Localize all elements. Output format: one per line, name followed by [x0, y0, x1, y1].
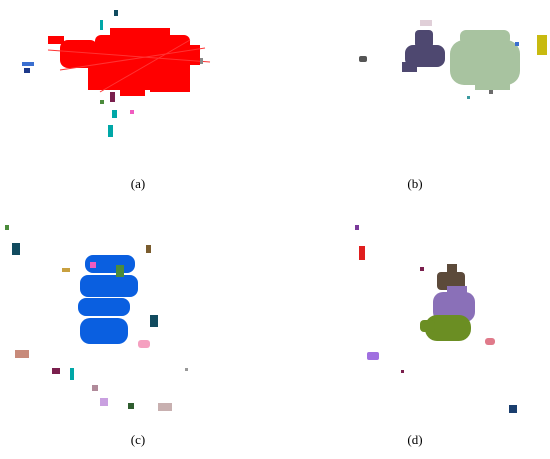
- panel-a: (a): [0, 0, 275, 200]
- caption-d: (d): [407, 432, 423, 447]
- caption-c: (c): [130, 432, 146, 447]
- panel-a-small-segments: [22, 10, 203, 137]
- panel-a-image: [22, 10, 211, 137]
- panel-c-image: [5, 225, 188, 411]
- panel-b: (b): [275, 0, 550, 200]
- panel-c: (c): [0, 200, 275, 459]
- caption-b: (b): [407, 176, 423, 191]
- caption-a: (a): [130, 176, 146, 191]
- panel-d-image: [355, 225, 517, 413]
- panel-c-small-segments: [5, 225, 188, 411]
- panel-b-image: [359, 20, 547, 99]
- panel-d: (d): [275, 200, 550, 459]
